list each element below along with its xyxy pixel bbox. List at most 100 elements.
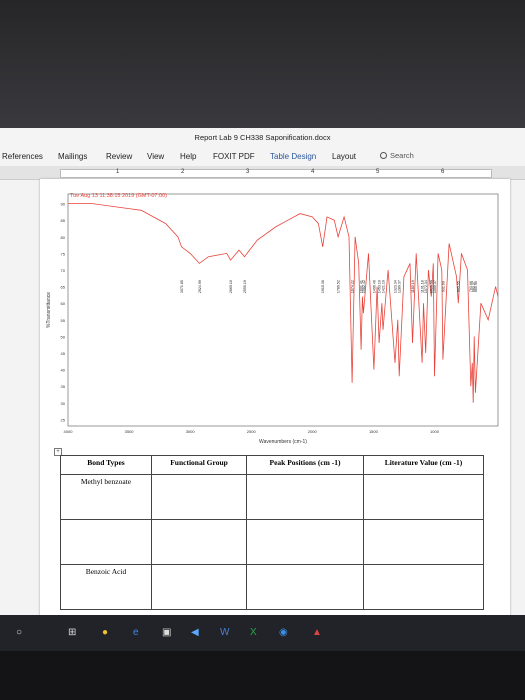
- peak-label: 1072.34: [424, 280, 428, 293]
- table-cell[interactable]: [363, 564, 484, 610]
- ruler-track[interactable]: 1 2 3 4 5 6: [60, 169, 492, 178]
- x-tick-label: 4000: [64, 429, 74, 434]
- tab-mailings[interactable]: Mailings: [58, 152, 88, 161]
- row-label-benzoic-acid[interactable]: Benzoic Acid: [60, 564, 152, 610]
- ribbon-tabs: References Mailings Review View Help FOX…: [0, 148, 525, 167]
- table-cell[interactable]: [151, 519, 247, 565]
- header-literature-value[interactable]: Literature Value (cm -1): [363, 455, 484, 475]
- peak-label: 1453.10: [378, 280, 382, 293]
- x-tick-label: 2500: [247, 429, 257, 434]
- header-bond-types[interactable]: Bond Types: [60, 455, 152, 475]
- peak-label: 1026.59: [430, 280, 434, 293]
- start-circle-icon[interactable]: ○: [16, 627, 23, 638]
- ruler-number: 2: [181, 169, 185, 175]
- ruler-number: 5: [376, 169, 380, 175]
- table-cell[interactable]: [60, 519, 152, 565]
- x-tick-label: 3000: [186, 429, 196, 434]
- chrome-icon[interactable]: ●: [102, 627, 109, 638]
- peak-label: 1789.52: [337, 280, 341, 293]
- table-header-row: Bond Types Functional Group Peak Positio…: [60, 455, 484, 475]
- x-tick-label: 1500: [369, 429, 379, 434]
- ruler-number: 1: [116, 169, 120, 175]
- store-icon[interactable]: ▣: [162, 627, 172, 638]
- ruler-number: 6: [441, 169, 445, 175]
- pdf-icon[interactable]: ▲: [312, 627, 322, 638]
- browser-icon[interactable]: ◉: [279, 627, 288, 638]
- table-cell[interactable]: [246, 564, 364, 610]
- excel-icon[interactable]: X: [250, 627, 257, 638]
- edge-icon[interactable]: e: [133, 627, 139, 638]
- tab-foxit-pdf[interactable]: FOXIT PDF: [213, 152, 255, 161]
- x-tick-label: 2000: [308, 429, 318, 434]
- y-tick-label: 25: [61, 417, 66, 422]
- header-peak-positions[interactable]: Peak Positions (cm -1): [246, 455, 364, 475]
- header-functional-group[interactable]: Functional Group: [151, 455, 247, 475]
- table-cell[interactable]: [246, 519, 364, 565]
- tab-references[interactable]: References: [2, 152, 43, 161]
- y-tick-label: 50: [61, 334, 66, 339]
- peak-label: 1496.40: [372, 280, 376, 293]
- tab-help[interactable]: Help: [180, 152, 197, 161]
- table-cell[interactable]: [363, 519, 484, 565]
- table-move-handle[interactable]: +: [54, 448, 62, 456]
- photo-frame-top: [0, 0, 525, 128]
- tab-view[interactable]: View: [147, 152, 165, 161]
- table-cell[interactable]: [363, 474, 484, 520]
- ruler-number: 3: [246, 169, 250, 175]
- word-icon[interactable]: W: [220, 627, 230, 638]
- ir-spectrum-chart: Tue Aug 13 11:38:15 2019 (GMT-07:00) 90 8…: [46, 193, 499, 445]
- table-row: Benzoic Acid: [60, 564, 484, 610]
- peak-label: 1101.18: [421, 280, 425, 293]
- table-cell[interactable]: [151, 564, 247, 610]
- screen: Report Lab 9 CH338 Saponification.docx R…: [0, 128, 525, 640]
- document-title: Report Lab 9 CH338 Saponification.docx: [194, 133, 331, 142]
- y-tick-label: 40: [61, 368, 66, 373]
- peak-label: 703.66: [469, 281, 473, 292]
- peak-label: 2555.19: [243, 280, 247, 293]
- peak-label: 3071.85: [180, 280, 184, 293]
- plot-frame: [67, 193, 499, 427]
- document-page[interactable]: Tue Aug 13 11:38:15 2019 (GMT-07:00) 90 8…: [40, 179, 510, 640]
- spectrum-trace: [68, 203, 499, 403]
- peak-label: 1915.36: [321, 280, 325, 293]
- search-label: Search: [390, 151, 414, 160]
- peak-label: 2924.99: [198, 280, 202, 293]
- mail-icon[interactable]: ◀: [191, 627, 199, 638]
- y-tick-label: 35: [61, 384, 66, 389]
- y-tick-label: 85: [61, 218, 66, 223]
- title-bar: Report Lab 9 CH338 Saponification.docx: [0, 128, 525, 148]
- peak-label: 2669.10: [229, 280, 233, 293]
- y-tick-label: 70: [61, 268, 66, 273]
- photo-frame-bottom: [0, 651, 525, 700]
- table-cell[interactable]: [151, 474, 247, 520]
- search-icon: [380, 152, 387, 159]
- tab-layout[interactable]: Layout: [332, 152, 357, 161]
- peak-label: 665.90: [474, 281, 478, 292]
- peak-label: 1000.37: [433, 280, 437, 293]
- x-tick-label: 1000: [430, 429, 440, 434]
- search-box[interactable]: Search: [380, 151, 414, 160]
- table-cell[interactable]: [246, 474, 364, 520]
- task-view-icon[interactable]: ⊞: [68, 627, 77, 638]
- peak-label: 1421.10: [382, 280, 386, 293]
- peak-label: 1323.34: [393, 280, 397, 293]
- peak-label: 931.69: [441, 281, 445, 292]
- peak-label: 1601.41: [360, 280, 364, 293]
- peak-labels: 3071.85 2924.99 2669.10 2555.19 1915.36 1789.…: [180, 280, 478, 293]
- peak-label: 1180.19: [411, 280, 415, 293]
- y-tick-label: 65: [61, 285, 66, 290]
- ruler-number: 4: [311, 169, 315, 175]
- y-tick-label: 75: [61, 251, 66, 256]
- x-axis-ticks: 4000 3500 3000 2500 2000 1500 1000: [64, 429, 440, 434]
- ruler: 1 2 3 4 5 6: [0, 166, 525, 180]
- results-table: Bond Types Functional Group Peak Positio…: [60, 455, 484, 610]
- row-label-methyl-benzoate[interactable]: Methyl benzoate: [60, 474, 152, 520]
- tab-review[interactable]: Review: [106, 152, 133, 161]
- tab-table-design[interactable]: Table Design: [270, 152, 317, 161]
- x-tick-label: 3500: [125, 429, 135, 434]
- y-tick-label: 30: [61, 401, 66, 406]
- y-tick-label: 90: [61, 202, 66, 207]
- y-axis-ticks: 90 85 80 75 70 65 60 55 50 45 40 35 30 25: [61, 202, 66, 423]
- peak-label: 1582.42: [362, 280, 366, 293]
- y-tick-label: 45: [61, 351, 66, 356]
